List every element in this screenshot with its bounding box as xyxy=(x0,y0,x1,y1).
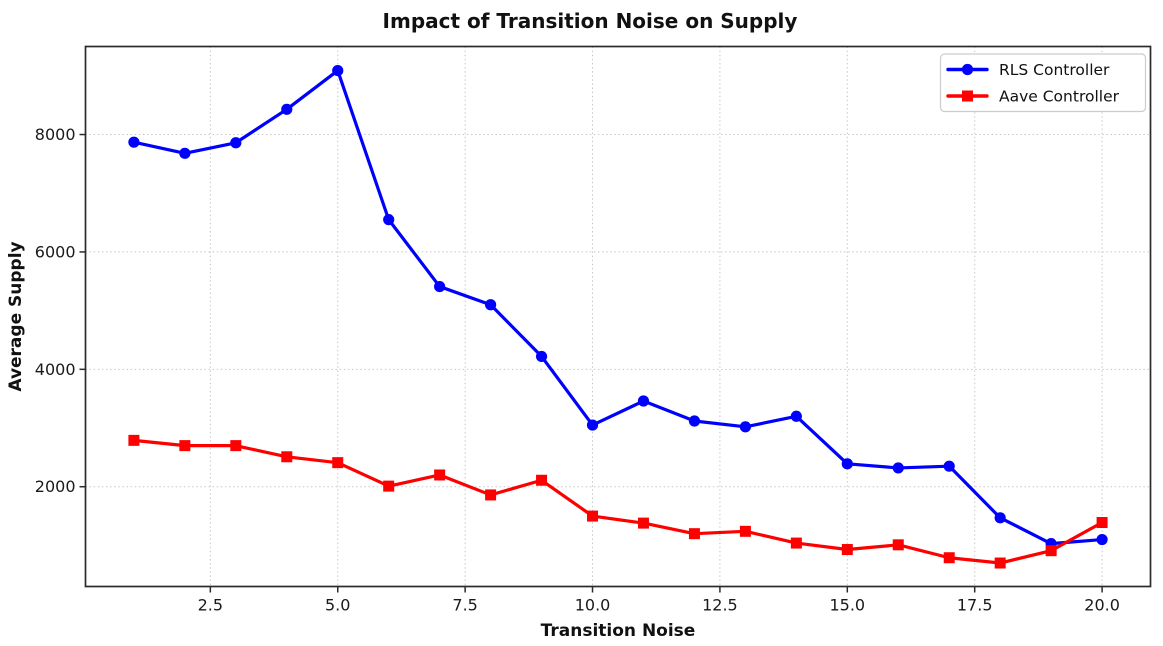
data-point-marker xyxy=(485,489,497,501)
y-tick-label: 6000 xyxy=(35,242,76,261)
data-point-marker xyxy=(637,395,650,407)
legend-sample-marker xyxy=(962,90,973,102)
data-point-marker xyxy=(1096,517,1108,529)
data-point-marker xyxy=(230,137,242,149)
y-tick-label: 8000 xyxy=(35,125,76,144)
x-axis-label: Transition Noise xyxy=(541,621,696,641)
gridlines xyxy=(85,46,1151,587)
x-tick-label: 15.0 xyxy=(829,596,865,615)
data-point-marker xyxy=(434,469,446,481)
data-point-marker xyxy=(688,528,700,540)
data-point-marker xyxy=(128,434,140,446)
x-tick-label: 2.5 xyxy=(198,596,223,615)
data-point-marker xyxy=(994,512,1006,524)
data-point-marker xyxy=(994,557,1006,569)
series-line-rls-controller xyxy=(132,68,1104,546)
legend-box xyxy=(939,53,1147,113)
data-point-marker xyxy=(586,419,599,431)
data-point-marker xyxy=(739,525,751,537)
x-tick-label: 12.5 xyxy=(702,596,738,615)
y-tick-label: 2000 xyxy=(35,477,76,496)
data-point-marker xyxy=(841,544,853,556)
y-tick-label: 4000 xyxy=(35,360,76,379)
data-point-marker xyxy=(536,474,548,486)
data-point-marker xyxy=(434,280,446,293)
legend-item-label: Aave Controller xyxy=(999,88,1120,106)
data-point-marker xyxy=(892,539,904,551)
data-point-marker xyxy=(281,103,293,115)
data-point-marker xyxy=(943,460,955,472)
data-point-marker xyxy=(230,440,242,452)
data-point-marker xyxy=(383,480,395,492)
data-point-marker xyxy=(688,415,701,427)
data-point-marker xyxy=(383,214,395,226)
data-point-marker xyxy=(637,517,649,529)
data-point-marker xyxy=(587,510,599,522)
data-series xyxy=(128,64,1108,569)
x-tick-label: 7.5 xyxy=(452,596,477,615)
data-point-marker xyxy=(179,147,191,159)
legend-item-label: RLS Controller xyxy=(999,61,1110,79)
series-line-aave-controller xyxy=(132,438,1104,565)
x-tick-label: 17.5 xyxy=(957,596,993,615)
legend-sample-marker xyxy=(961,63,974,76)
x-tick-label: 5.0 xyxy=(325,596,350,615)
data-point-marker xyxy=(485,299,497,311)
data-point-marker xyxy=(535,350,548,363)
data-point-marker xyxy=(332,64,344,77)
legend: RLS Controller Aave Controller xyxy=(939,53,1147,113)
plot-border xyxy=(84,45,1152,588)
chart-title: Impact of Transition Noise on Supply xyxy=(383,9,798,33)
data-point-marker xyxy=(943,552,955,564)
data-point-marker xyxy=(1096,533,1108,546)
axis-ticks: 2.5 5.0 7.5 10.0 12.5 15.0 17.5 20.0 2000 4000 600… xyxy=(35,125,1120,614)
data-point-marker xyxy=(128,136,140,148)
data-point-marker xyxy=(739,421,751,433)
data-point-marker xyxy=(790,410,802,422)
x-tick-label: 10.0 xyxy=(575,596,611,615)
data-point-marker xyxy=(790,537,802,549)
x-tick-label: 20.0 xyxy=(1084,596,1120,615)
data-point-marker xyxy=(281,451,293,463)
data-point-marker xyxy=(892,462,904,474)
data-point-marker xyxy=(841,458,853,470)
data-point-marker xyxy=(1045,545,1057,557)
y-axis-label: Average Supply xyxy=(6,241,26,391)
data-point-marker xyxy=(332,457,344,469)
data-point-marker xyxy=(179,440,191,452)
